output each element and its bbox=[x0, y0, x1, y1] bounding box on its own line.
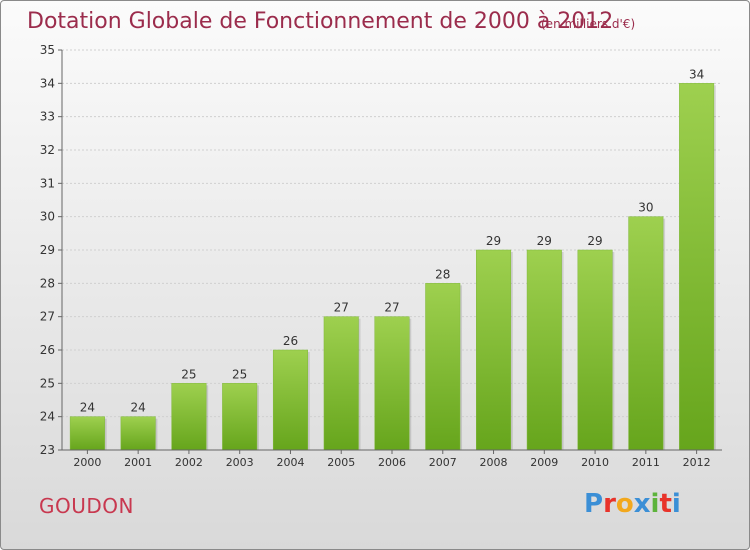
x-tick-label: 2009 bbox=[530, 456, 558, 469]
logo-letter: i bbox=[671, 489, 681, 519]
bar bbox=[628, 216, 664, 451]
y-tick-label: 32 bbox=[40, 143, 55, 157]
bar bbox=[526, 249, 562, 451]
y-tick-label: 24 bbox=[40, 410, 55, 424]
x-tick-label: 2005 bbox=[327, 456, 355, 469]
x-tick-label: 2011 bbox=[632, 456, 660, 469]
x-tick-label: 2010 bbox=[581, 456, 609, 469]
bar bbox=[272, 349, 308, 451]
bar bbox=[476, 249, 512, 451]
data-label: 29 bbox=[486, 234, 501, 248]
y-tick-label: 26 bbox=[40, 343, 55, 357]
bar bbox=[323, 316, 359, 451]
x-tick-label: 2012 bbox=[683, 456, 711, 469]
bar bbox=[374, 316, 410, 451]
y-tick-label: 33 bbox=[40, 110, 55, 124]
y-tick-label: 23 bbox=[40, 443, 55, 457]
x-tick-label: 2006 bbox=[378, 456, 406, 469]
y-tick-label: 29 bbox=[40, 243, 55, 257]
x-tick-label: 2002 bbox=[175, 456, 203, 469]
logo-letter: r bbox=[603, 489, 616, 519]
unit-label: (en milliers d'€) bbox=[541, 17, 636, 31]
commune-name: GOUDON bbox=[39, 494, 134, 518]
data-label: 25 bbox=[232, 367, 247, 381]
y-tick-label: 25 bbox=[40, 376, 55, 390]
data-label: 29 bbox=[587, 234, 602, 248]
logo-letter: t bbox=[659, 489, 672, 519]
y-tick-label: 34 bbox=[40, 76, 55, 90]
logo-letter: o bbox=[615, 489, 634, 519]
y-tick-label: 27 bbox=[40, 310, 55, 324]
x-tick-label: 2008 bbox=[480, 456, 508, 469]
proxiti-logo: Proxiti bbox=[584, 489, 681, 519]
data-label: 29 bbox=[537, 234, 552, 248]
logo-letter: i bbox=[650, 489, 660, 519]
x-tick-label: 2003 bbox=[226, 456, 254, 469]
data-label: 24 bbox=[80, 401, 95, 415]
bar bbox=[577, 249, 613, 451]
data-label: 26 bbox=[283, 334, 298, 348]
x-tick-label: 2000 bbox=[73, 456, 101, 469]
y-tick-label: 30 bbox=[40, 210, 55, 224]
y-tick-label: 35 bbox=[40, 43, 55, 57]
bar bbox=[120, 416, 156, 451]
data-label: 25 bbox=[181, 367, 196, 381]
x-tick-label: 2004 bbox=[276, 456, 304, 469]
data-label: 34 bbox=[689, 67, 704, 81]
data-label: 27 bbox=[334, 301, 349, 315]
bar bbox=[679, 83, 715, 451]
bar bbox=[425, 283, 461, 451]
bar bbox=[222, 383, 258, 451]
data-label: 28 bbox=[435, 267, 450, 281]
bar bbox=[69, 416, 105, 451]
chart-title: Dotation Globale de Fonctionnement de 20… bbox=[27, 9, 614, 34]
y-tick-label: 31 bbox=[40, 176, 55, 190]
x-tick-label: 2001 bbox=[124, 456, 152, 469]
data-label: 24 bbox=[131, 401, 146, 415]
bar bbox=[171, 383, 207, 451]
logo-letter: P bbox=[584, 489, 604, 519]
y-tick-label: 28 bbox=[40, 276, 55, 290]
data-label: 27 bbox=[384, 301, 399, 315]
logo-letter: x bbox=[633, 489, 651, 519]
data-label: 30 bbox=[638, 201, 653, 215]
x-tick-label: 2007 bbox=[429, 456, 457, 469]
